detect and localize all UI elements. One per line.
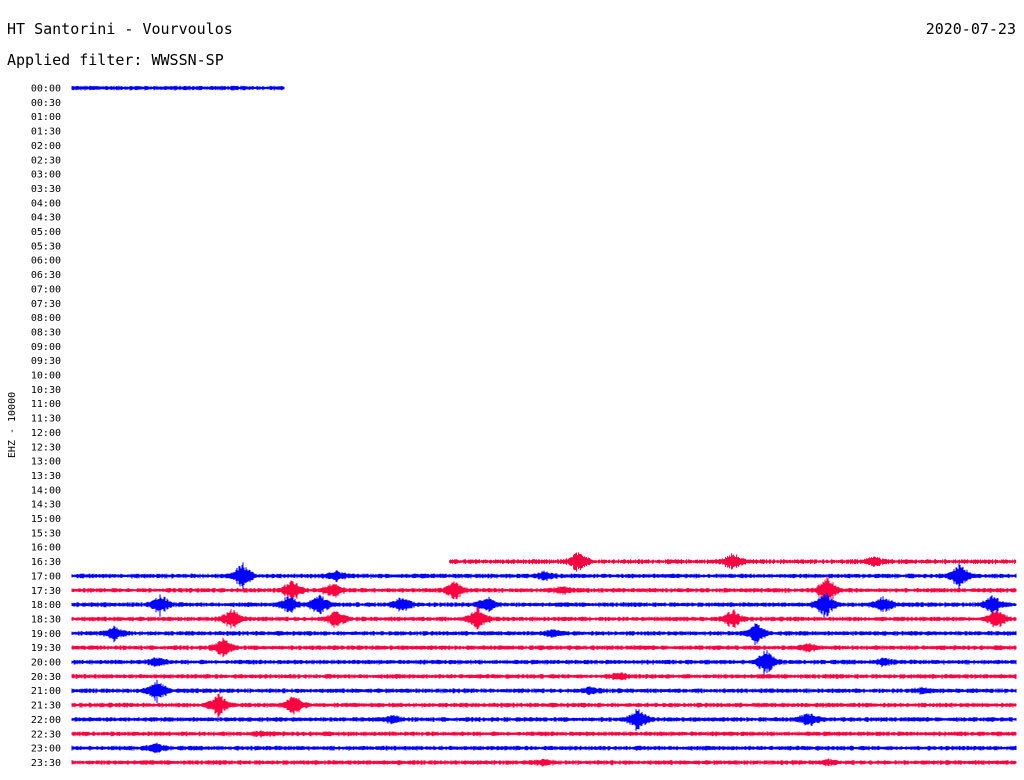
tick-label-1030: 10:30 <box>31 385 61 396</box>
tick-label-2100: 21:00 <box>31 686 61 697</box>
tick-label-0230: 02:30 <box>31 155 61 166</box>
trace-2130 <box>71 693 1017 718</box>
trace-2030 <box>71 672 1017 681</box>
tick-label-1300: 13:00 <box>31 457 61 468</box>
tick-label-0930: 09:30 <box>31 356 61 367</box>
tick-label-0100: 01:00 <box>31 112 61 123</box>
tick-label-0200: 02:00 <box>31 141 61 152</box>
tick-label-0530: 05:30 <box>31 241 61 252</box>
trace-1830 <box>71 607 1017 630</box>
trace-1900 <box>71 623 1017 645</box>
tick-label-1500: 15:00 <box>31 514 61 525</box>
tick-label-1530: 15:30 <box>31 528 61 539</box>
trace-2100 <box>71 679 1017 703</box>
tick-label-2030: 20:30 <box>31 672 61 683</box>
trace-1630 <box>449 552 1017 572</box>
tick-label-0300: 03:00 <box>31 170 61 181</box>
tick-label-1700: 17:00 <box>31 571 61 582</box>
tick-label-0500: 05:00 <box>31 227 61 238</box>
tick-label-1830: 18:30 <box>31 614 61 625</box>
tick-label-2330: 23:30 <box>31 758 61 769</box>
tick-label-0430: 04:30 <box>31 213 61 224</box>
trace-2300 <box>71 742 1017 754</box>
tick-label-2200: 22:00 <box>31 715 61 726</box>
channel-label: EHZ - 10000 <box>7 392 18 458</box>
tick-label-1200: 12:00 <box>31 428 61 439</box>
seismic-traces <box>71 85 1017 767</box>
tick-label-0330: 03:30 <box>31 184 61 195</box>
tick-label-2300: 23:00 <box>31 744 61 755</box>
tick-label-1630: 16:30 <box>31 557 61 568</box>
time-tick-labels: 00:00 00:30 01:00 01:30 02:00 02:30 03:00 03:30… <box>31 84 61 769</box>
tick-label-0700: 07:00 <box>31 284 61 295</box>
tick-label-0030: 00:30 <box>31 98 61 109</box>
trace-2230 <box>71 730 1017 738</box>
tick-label-1430: 14:30 <box>31 500 61 511</box>
tick-label-2130: 21:30 <box>31 701 61 712</box>
tick-label-1900: 19:00 <box>31 629 61 640</box>
tick-label-1400: 14:00 <box>31 485 61 496</box>
tick-label-1800: 18:00 <box>31 600 61 611</box>
tick-label-1330: 13:30 <box>31 471 61 482</box>
tick-label-0800: 08:00 <box>31 313 61 324</box>
tick-label-0000: 00:00 <box>31 84 61 95</box>
trace-1800 <box>71 592 1017 618</box>
trace-2200 <box>71 709 1017 731</box>
tick-label-1730: 17:30 <box>31 586 61 597</box>
tick-label-1930: 19:30 <box>31 643 61 654</box>
tick-label-2230: 22:30 <box>31 729 61 740</box>
station-title: HT Santorini - Vourvoulos <box>7 20 233 38</box>
trace-2000 <box>71 650 1017 676</box>
trace-1730 <box>71 575 1017 603</box>
tick-label-1130: 11:30 <box>31 414 61 425</box>
trace-1930 <box>71 637 1017 658</box>
trace-2330 <box>71 758 1017 767</box>
tick-label-0900: 09:00 <box>31 342 61 353</box>
tick-label-0130: 01:30 <box>31 127 61 138</box>
tick-label-0630: 06:30 <box>31 270 61 281</box>
trace-0000 <box>71 85 285 91</box>
tick-label-1230: 12:30 <box>31 442 61 453</box>
tick-label-1000: 10:00 <box>31 371 61 382</box>
tick-label-2000: 20:00 <box>31 658 61 669</box>
tick-label-1600: 16:00 <box>31 543 61 554</box>
tick-label-0730: 07:30 <box>31 299 61 310</box>
trace-1700 <box>71 562 1017 592</box>
filter-label: Applied filter: WWSSN-SP <box>7 51 224 69</box>
date-label: 2020-07-23 <box>925 20 1016 38</box>
tick-label-0830: 08:30 <box>31 327 61 338</box>
tick-label-1100: 11:00 <box>31 399 61 410</box>
tick-label-0400: 04:00 <box>31 198 61 209</box>
tick-label-0600: 06:00 <box>31 256 61 267</box>
